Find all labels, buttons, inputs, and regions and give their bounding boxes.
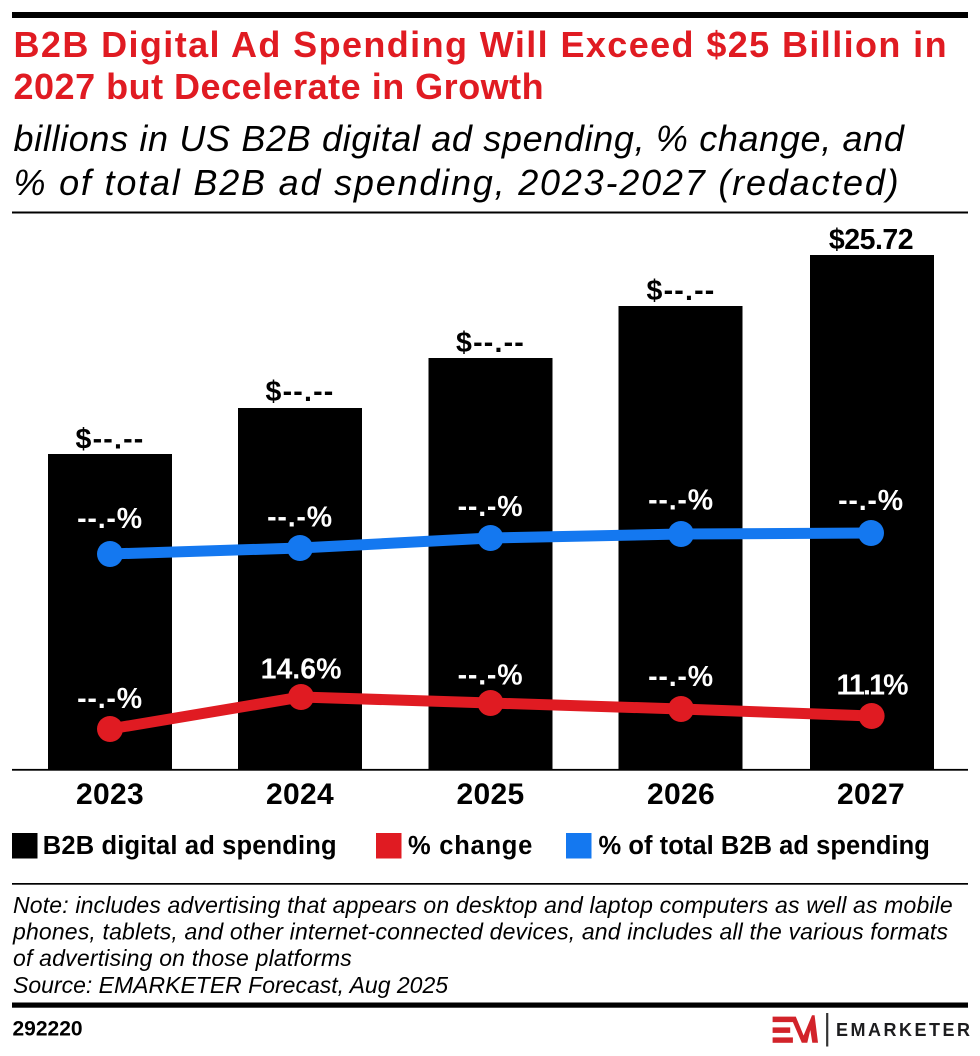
svg-text:--.-%: --.-% bbox=[267, 502, 333, 534]
svg-text:$--.--: $--.-- bbox=[647, 275, 716, 307]
svg-text:--.-%: --.-% bbox=[458, 660, 524, 692]
svg-text:Source: EMARKETER Forecast, Au: Source: EMARKETER Forecast, Aug 2025 bbox=[13, 972, 448, 998]
svg-text:$--.--: $--.-- bbox=[76, 424, 145, 456]
svg-text:292220: 292220 bbox=[13, 1018, 83, 1041]
svg-text:B2B digital ad spending: B2B digital ad spending bbox=[43, 832, 337, 860]
svg-text:2026: 2026 bbox=[647, 778, 715, 811]
svg-text:Note: includes advertising tha: Note: includes advertising that appears … bbox=[13, 892, 953, 918]
svg-text:14.6%: 14.6% bbox=[261, 654, 342, 686]
svg-text:EMARKETER: EMARKETER bbox=[836, 1020, 973, 1040]
svg-text:--.-%: --.-% bbox=[648, 485, 714, 517]
svg-text:2023: 2023 bbox=[76, 778, 144, 811]
svg-text:phones, tablets, and other int: phones, tablets, and other internet-conn… bbox=[12, 919, 948, 945]
svg-text:B2B Digital Ad Spending Will E: B2B Digital Ad Spending Will Exceed $25 … bbox=[14, 24, 948, 65]
svg-text:--.-%: --.-% bbox=[648, 661, 714, 693]
svg-text:$25.72: $25.72 bbox=[829, 224, 913, 256]
svg-text:2027 but Decelerate in Growth: 2027 but Decelerate in Growth bbox=[14, 66, 545, 107]
svg-text:2027: 2027 bbox=[837, 778, 905, 811]
svg-text:$--.--: $--.-- bbox=[456, 327, 525, 359]
svg-text:% of total B2B ad spending: % of total B2B ad spending bbox=[599, 832, 930, 860]
svg-text:--.-%: --.-% bbox=[77, 503, 143, 535]
svg-text:billions in US B2B digital ad: billions in US B2B digital ad spending, … bbox=[14, 118, 905, 159]
svg-text:11.1%: 11.1% bbox=[836, 670, 908, 702]
svg-text:--.-%: --.-% bbox=[77, 683, 143, 715]
svg-text:--.-%: --.-% bbox=[838, 485, 904, 517]
svg-text:% change: % change bbox=[408, 832, 533, 860]
svg-text:2024: 2024 bbox=[266, 778, 334, 811]
svg-text:% of total B2B ad spending, 20: % of total B2B ad spending, 2023-2027 (r… bbox=[14, 162, 901, 203]
svg-text:$--.--: $--.-- bbox=[266, 376, 335, 408]
svg-text:2025: 2025 bbox=[457, 778, 525, 811]
svg-text:of advertising on those platfo: of advertising on those platforms bbox=[13, 945, 352, 971]
svg-text:--.-%: --.-% bbox=[458, 491, 524, 523]
